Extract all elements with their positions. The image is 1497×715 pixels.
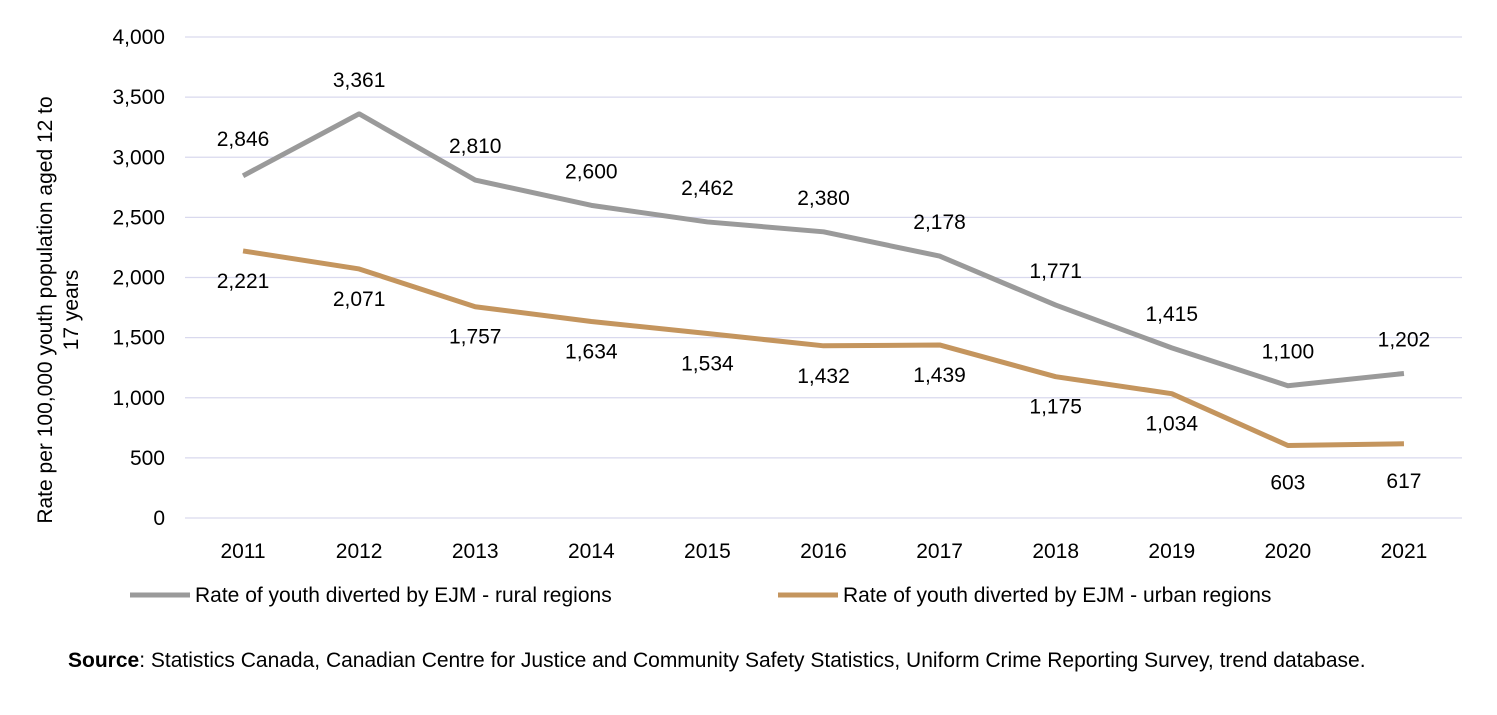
x-tick-label: 2012: [336, 540, 383, 563]
data-label: 2,600: [565, 160, 618, 183]
source-note: Source: Statistics Canada, Canadian Cent…: [68, 646, 1468, 675]
series-line-rural: [241, 111, 1405, 389]
data-label: 1,202: [1378, 328, 1431, 351]
source-label: Source: [68, 649, 140, 672]
data-label: 2,462: [681, 177, 734, 200]
data-label: 2,071: [333, 288, 386, 311]
data-label: 1,757: [449, 326, 502, 349]
y-tick-label: 1,500: [112, 327, 165, 350]
x-tick-label: 2021: [1381, 540, 1428, 563]
data-label: 3,361: [333, 69, 386, 92]
data-label: 1,439: [913, 364, 966, 387]
x-tick-label: 2014: [568, 540, 615, 563]
y-tick-label: 0: [153, 507, 165, 530]
data-label: 1,534: [681, 353, 734, 376]
x-tick-label: 2020: [1265, 540, 1312, 563]
x-tick-label: 2015: [684, 540, 731, 563]
data-label: 1,100: [1262, 341, 1315, 364]
x-tick-label: 2018: [1032, 540, 1079, 563]
y-tick-label: 3,000: [112, 146, 165, 169]
y-axis-title: Rate per 100,000 youth population aged 1…: [34, 96, 83, 523]
y-tick-label: 2,000: [112, 267, 165, 290]
legend-label: Rate of youth diverted by EJM - rural re…: [195, 584, 612, 607]
x-tick-label: 2011: [220, 540, 265, 563]
data-label: 1,432: [797, 365, 850, 388]
line-chart: 0 500 1,000 1,500 2,000 2,500 3,000 3,500 4,000 2…: [34, 26, 1462, 607]
data-label: 1,175: [1029, 396, 1082, 419]
y-tick-label: 3,500: [112, 86, 165, 109]
y-tick-label: 4,000: [112, 26, 165, 49]
x-tick-label: 2019: [1148, 540, 1195, 563]
y-tick-label: 2,500: [112, 206, 165, 229]
data-label: 2,810: [449, 135, 502, 158]
y-axis-title-line: 17 years: [60, 270, 83, 351]
data-label: 1,415: [1145, 303, 1198, 326]
x-tick-label: 2016: [800, 540, 847, 563]
y-tick-label: 500: [130, 447, 165, 470]
data-label: 617: [1386, 470, 1421, 493]
data-label: 2,178: [913, 211, 966, 234]
y-tick-label: 1,000: [112, 387, 165, 410]
x-tick-label: 2017: [916, 540, 963, 563]
data-label: 1,034: [1145, 413, 1198, 436]
data-label: 603: [1270, 471, 1305, 494]
y-axis-title-line: Rate per 100,000 youth population aged 1…: [34, 96, 57, 523]
data-label: 1,634: [565, 341, 618, 364]
data-label: 2,380: [797, 187, 850, 210]
legend-label: Rate of youth diverted by EJM - urban re…: [843, 584, 1271, 607]
data-label: 1,771: [1029, 260, 1082, 283]
data-label: 2,846: [217, 128, 270, 151]
source-text: : Statistics Canada, Canadian Centre for…: [139, 649, 1366, 672]
data-label: 2,221: [217, 270, 270, 293]
series-line-urban: [242, 248, 1404, 448]
x-tick-label: 2013: [452, 540, 499, 563]
